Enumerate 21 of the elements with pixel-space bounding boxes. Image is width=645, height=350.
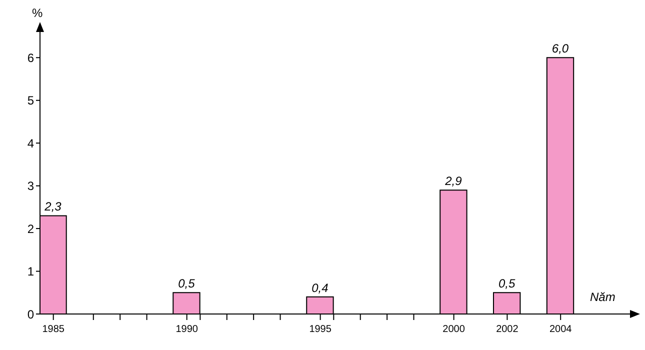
data-label: 0,5 bbox=[498, 276, 516, 291]
x-tick-label: 1995 bbox=[309, 324, 332, 335]
data-label: 0,5 bbox=[178, 276, 196, 291]
x-tick-label: 1990 bbox=[176, 324, 198, 335]
y-tick-label: 5 bbox=[27, 94, 34, 108]
y-tick-label: 0 bbox=[27, 307, 34, 322]
data-label: 6,0 bbox=[552, 42, 569, 56]
y-tick-label: 1 bbox=[27, 264, 34, 279]
data-label: 0,4 bbox=[312, 280, 329, 295]
y-tick-label: 6 bbox=[27, 50, 34, 65]
x-tick-label: 2004 bbox=[549, 324, 572, 335]
y-axis-title: % bbox=[32, 6, 43, 20]
x-axis-title: Năm bbox=[590, 290, 616, 304]
y-tick-label: 3 bbox=[27, 179, 34, 194]
data-label: 2,9 bbox=[444, 174, 462, 188]
x-tick-label: 2002 bbox=[496, 324, 519, 335]
y-tick-label: 2 bbox=[27, 222, 34, 236]
data-label: 2,3 bbox=[44, 200, 62, 214]
y-tick-label: 4 bbox=[27, 136, 34, 150]
x-tick-label: 2000 bbox=[442, 324, 466, 335]
x-tick-label: 1985 bbox=[42, 324, 65, 335]
